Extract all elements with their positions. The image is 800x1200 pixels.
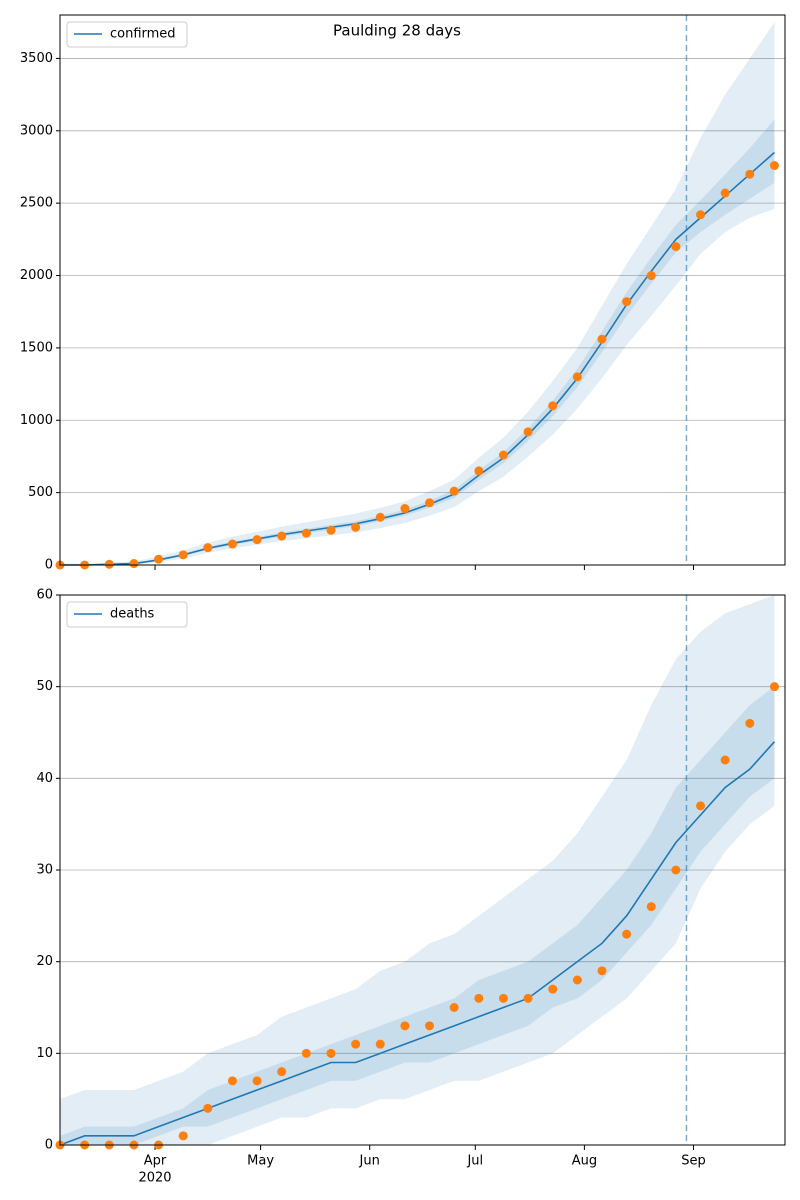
observed-point xyxy=(548,401,558,411)
x-tick-label: Jul xyxy=(466,1154,483,1169)
observed-point xyxy=(277,1067,287,1077)
observed-point xyxy=(129,559,139,569)
observed-point xyxy=(425,498,435,508)
y-tick-label: 40 xyxy=(36,771,53,786)
y-tick-label: 50 xyxy=(36,679,53,694)
legend-box xyxy=(66,601,188,628)
observed-point xyxy=(375,1039,385,1049)
y-tick-label: 3500 xyxy=(20,51,53,66)
x-tick-label: Aug xyxy=(572,1154,597,1169)
observed-point xyxy=(375,512,385,522)
observed-point xyxy=(572,372,582,382)
observed-point xyxy=(301,528,311,538)
x-tick-label: Apr xyxy=(144,1154,167,1169)
observed-point xyxy=(252,535,262,545)
y-tick-label: 0 xyxy=(45,558,53,573)
legend-box xyxy=(66,21,188,48)
observed-point xyxy=(178,550,188,560)
plot-frame xyxy=(59,594,786,1146)
observed-point xyxy=(646,902,656,912)
y-tick-label: 2000 xyxy=(20,268,53,283)
observed-point xyxy=(622,297,632,307)
observed-point xyxy=(720,188,730,198)
observed-point xyxy=(597,334,607,344)
observed-point xyxy=(400,1021,410,1031)
observed-point xyxy=(449,1003,459,1012)
observed-point xyxy=(646,271,656,281)
observed-point xyxy=(326,1048,336,1058)
observed-point xyxy=(400,504,410,514)
legend-label: confirmed xyxy=(110,27,176,42)
observed-point xyxy=(523,993,533,1003)
x-tick-label: Jun xyxy=(359,1154,380,1169)
x-year-label: 2020 xyxy=(138,1171,171,1186)
chart-title: Paulding 28 days xyxy=(333,22,461,40)
legend-label: deaths xyxy=(110,607,155,622)
observed-point xyxy=(745,718,755,728)
observed-point xyxy=(351,1039,361,1049)
observed-point xyxy=(449,486,459,496)
observed-point xyxy=(597,966,607,976)
interval-band xyxy=(60,686,775,1145)
y-tick-label: 10 xyxy=(36,1046,53,1061)
x-tick-label: May xyxy=(247,1154,274,1169)
model-line xyxy=(59,741,776,1146)
plot-frame xyxy=(59,14,786,566)
observed-point xyxy=(252,1076,262,1086)
observed-point xyxy=(498,993,508,1003)
observed-point xyxy=(326,525,336,535)
observed-point xyxy=(154,554,164,564)
y-tick-label: 20 xyxy=(36,954,53,969)
observed-point xyxy=(548,984,558,994)
observed-point xyxy=(498,450,508,460)
observed-point xyxy=(178,1131,188,1141)
observed-point xyxy=(572,975,582,985)
observed-point xyxy=(671,242,681,252)
observed-point xyxy=(622,929,632,939)
observed-point xyxy=(720,755,730,765)
interval-band xyxy=(60,22,775,566)
x-tick-label: Sep xyxy=(681,1154,706,1169)
y-tick-label: 3000 xyxy=(20,123,53,138)
y-tick-label: 1000 xyxy=(20,413,53,428)
observed-point xyxy=(769,682,779,692)
observed-point xyxy=(523,427,533,437)
observed-point xyxy=(425,1021,435,1031)
observed-point xyxy=(745,169,755,179)
observed-point xyxy=(769,161,779,171)
y-tick-label: 30 xyxy=(36,863,53,878)
interval-band xyxy=(60,595,775,1145)
observed-point xyxy=(351,522,361,532)
observed-point xyxy=(203,543,213,553)
observed-point xyxy=(696,210,706,220)
y-tick-label: 1500 xyxy=(20,340,53,355)
observed-point xyxy=(104,559,114,569)
observed-point xyxy=(227,539,237,549)
observed-point xyxy=(474,466,484,476)
observed-point xyxy=(301,1048,311,1058)
y-tick-label: 2500 xyxy=(20,196,53,211)
y-tick-label: 60 xyxy=(36,588,53,603)
observed-point xyxy=(227,1076,237,1086)
y-tick-label: 500 xyxy=(28,485,53,500)
observed-point xyxy=(696,801,706,811)
observed-point xyxy=(474,993,484,1003)
observed-point xyxy=(203,1103,213,1113)
observed-point xyxy=(277,531,287,541)
y-tick-label: 0 xyxy=(45,1138,53,1153)
observed-point xyxy=(671,865,681,875)
